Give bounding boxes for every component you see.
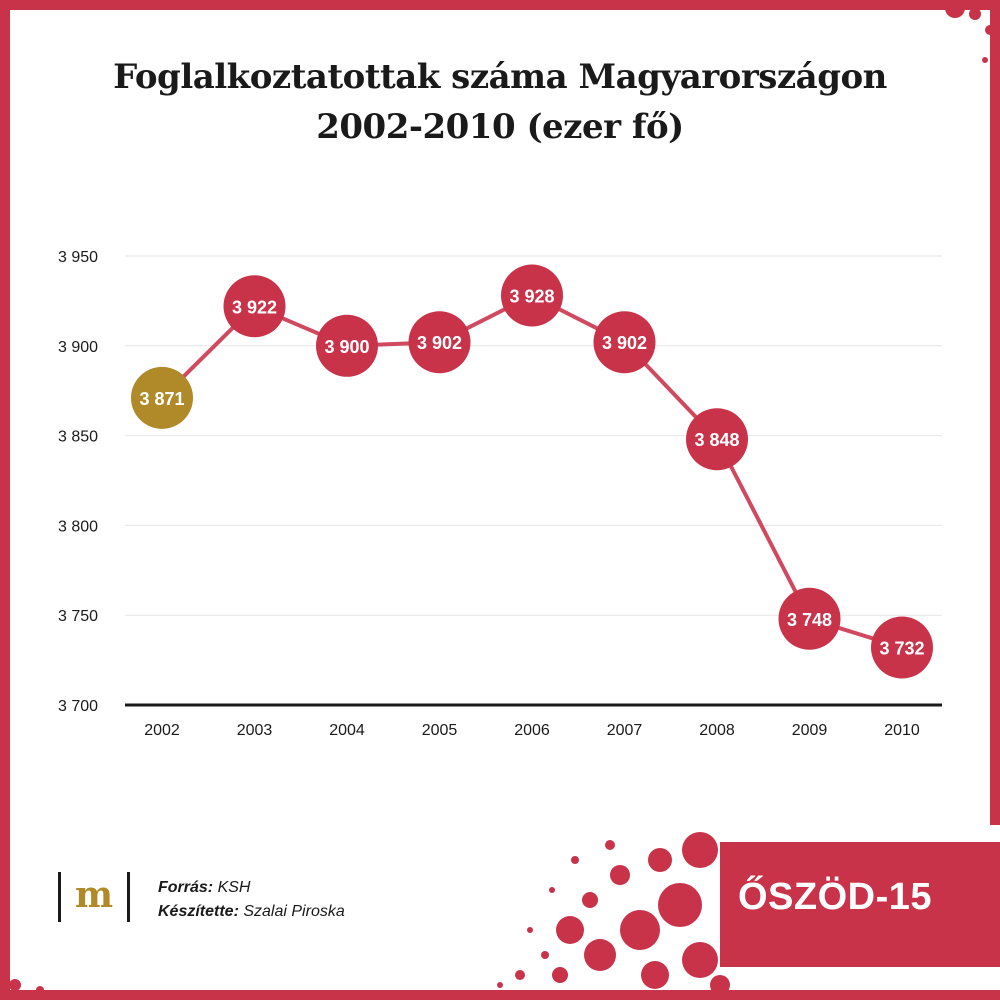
frame-top-border: [0, 0, 1000, 10]
data-point: [316, 314, 378, 377]
x-tick-label: 2010: [884, 722, 920, 739]
source-line: Forrás: KSH: [158, 876, 345, 900]
data-point: [686, 408, 748, 471]
data-point: [778, 587, 841, 650]
y-tick-label: 3 950: [58, 249, 98, 266]
data-label: 3 848: [694, 430, 739, 450]
publisher-logo: m: [58, 872, 130, 922]
frame-right-border: [990, 0, 1000, 825]
x-tick-label: 2005: [422, 722, 458, 739]
grid-layer: [125, 255, 942, 707]
data-label: 3 900: [324, 337, 369, 357]
x-tick-label: 2006: [514, 722, 550, 739]
data-point: [871, 616, 933, 679]
data-label: 3 748: [787, 610, 832, 630]
y-tick-label: 3 850: [58, 429, 98, 446]
chart-title-line1: Foglalkoztatottak száma Magyarországon: [113, 57, 887, 97]
y-tick-label: 3 900: [58, 339, 98, 356]
source-label: Forrás:: [158, 879, 214, 896]
data-point: [408, 311, 471, 374]
data-label: 3 871: [139, 389, 184, 409]
y-axis-ticks: 3 700 3 750 3 800 3 850 3 900 3 950: [58, 249, 98, 715]
chart-title-line2: 2002-2010 (ezer fő): [316, 107, 684, 147]
data-label: 3 732: [879, 639, 924, 659]
x-tick-label: 2008: [699, 722, 735, 739]
frame-left-border: [0, 0, 10, 1000]
brand-band: [720, 842, 1000, 967]
data-point: [131, 366, 193, 429]
data-point: [501, 264, 563, 327]
data-point: [593, 311, 656, 374]
logo-letter: m: [74, 874, 114, 916]
x-tick-label: 2009: [792, 722, 828, 739]
x-tick-label: 2003: [237, 722, 273, 739]
y-tick-label: 3 750: [58, 608, 98, 625]
source-value: KSH: [217, 879, 251, 896]
data-label: 3 902: [417, 333, 462, 353]
author-line: Készítette: Szalai Piroska: [158, 900, 345, 924]
y-tick-label: 3 700: [58, 698, 98, 715]
data-label: 3 922: [232, 297, 277, 317]
y-tick-label: 3 800: [58, 518, 98, 535]
credits: Forrás: KSH Készítette: Szalai Piroska: [158, 876, 345, 924]
x-tick-label: 2007: [607, 722, 643, 739]
author-value: Szalai Piroska: [243, 903, 345, 920]
x-tick-label: 2002: [144, 722, 180, 739]
data-point-layer: 3 871 3 922 3 900 3 902 3 928 3 902 3 848 3 748…: [131, 264, 933, 679]
brand-label: ŐSZÖD-15: [737, 876, 933, 918]
author-label: Készítette:: [158, 903, 239, 920]
chart-title: Foglalkoztatottak száma Magyarországon 2…: [60, 52, 940, 152]
logo-left-bar: [58, 872, 61, 922]
frame-bottom-border: [0, 990, 1000, 1000]
data-point: [223, 275, 286, 338]
x-tick-label: 2004: [329, 722, 365, 739]
logo-right-bar: [127, 872, 130, 922]
x-axis-ticks: 2002 2003 2004 2005 2006 2007 2008 2009 2010: [144, 722, 920, 739]
data-label: 3 902: [602, 333, 647, 353]
data-label: 3 928: [509, 287, 554, 307]
